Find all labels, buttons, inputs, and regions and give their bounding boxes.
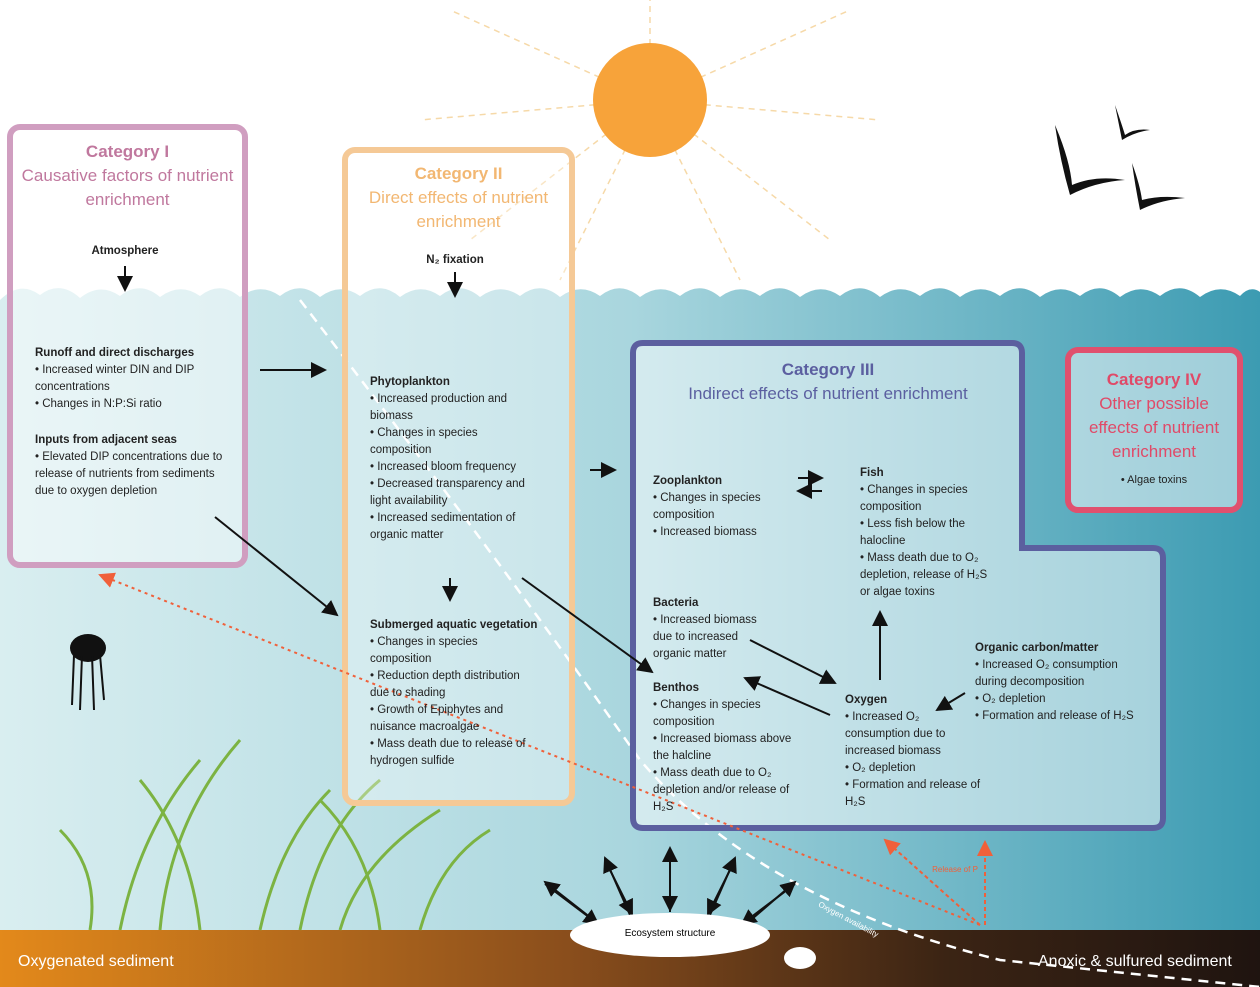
node-item: • Changes in species composition — [370, 425, 535, 459]
node-heading: Benthos — [653, 680, 795, 697]
node-item: • Mass death due to release of hydrogen … — [370, 736, 542, 770]
node-heading: Zooplankton — [653, 473, 783, 490]
node-heading: Submerged aquatic vegetation — [370, 617, 542, 634]
node: Organic carbon/matter• Increased O₂ cons… — [975, 640, 1150, 725]
anoxic-label: Anoxic & sulfured sediment — [1038, 953, 1232, 971]
node-item: • Formation and release of H₂S — [845, 777, 983, 811]
node-item: • Increased bloom frequency — [370, 459, 535, 476]
category-subtitle: Causative factors of nutrient enrichment — [20, 164, 235, 212]
node-item: • Less fish below the halocline — [860, 516, 988, 550]
category-subtitle: Direct effects of nutrient enrichment — [355, 186, 562, 234]
diagram: Category ICausative factors of nutrient … — [0, 0, 1260, 987]
node-heading: Organic carbon/matter — [975, 640, 1150, 657]
node-item: • Elevated DIP concentrations due to rel… — [35, 449, 230, 500]
node-item: • Increased sedimentation of organic mat… — [370, 510, 535, 544]
node-item: • Increased O₂ consumption during decomp… — [975, 657, 1150, 691]
node: Bacteria• Increased biomass due to incre… — [653, 595, 771, 663]
node-item: • Increased biomass above the halcline — [653, 731, 795, 765]
node-item: • Changes in species composition — [860, 482, 988, 516]
node-item: • Increased winter DIN and DIP concentra… — [35, 362, 235, 396]
node: Submerged aquatic vegetation• Changes in… — [370, 617, 542, 770]
node-item: • Increased O₂ consumption due to increa… — [845, 709, 983, 760]
node: Inputs from adjacent seas• Elevated DIP … — [35, 432, 230, 500]
node-heading: Inputs from adjacent seas — [35, 432, 230, 449]
node: Zooplankton• Changes in species composit… — [653, 473, 783, 541]
category-title: Category IV — [1078, 368, 1230, 392]
category-subtitle: Indirect effects of nutrient enrichment — [643, 382, 1013, 406]
node-item: • Increased biomass due to increased org… — [653, 612, 771, 663]
node-item: • Mass death due to O₂ depletion, releas… — [860, 550, 988, 601]
node: Oxygen• Increased O₂ consumption due to … — [845, 692, 983, 811]
node: Runoff and direct discharges• Increased … — [35, 345, 235, 413]
node-item: • Increased production and biomass — [370, 391, 535, 425]
birds — [1055, 105, 1185, 210]
node: Atmosphere — [70, 243, 180, 260]
sun-disc — [593, 43, 707, 157]
ecosystem-label: Ecosystem structure — [600, 928, 740, 939]
category-title: Category II — [355, 162, 562, 186]
node-item: • Increased biomass — [653, 524, 783, 541]
node-item: • O₂ depletion — [845, 760, 983, 777]
node-item: • Changes in N:P:Si ratio — [35, 396, 235, 413]
oxygenated-label: Oxygenated sediment — [18, 953, 174, 971]
release-label: Release of P — [930, 865, 980, 874]
category-title: Category I — [20, 140, 235, 164]
node-heading: Atmosphere — [70, 243, 180, 260]
category-item: • Algae toxins — [1078, 472, 1230, 489]
category-title: Category III — [643, 358, 1013, 382]
node-heading: Phytoplankton — [370, 374, 535, 391]
node-item: • Changes in species composition — [370, 634, 542, 668]
node-heading: Bacteria — [653, 595, 771, 612]
node: Fish• Changes in species composition• Le… — [860, 465, 988, 601]
node-heading: Runoff and direct discharges — [35, 345, 235, 362]
node-item: • Changes in species composition — [653, 490, 783, 524]
node: Phytoplankton• Increased production and … — [370, 374, 535, 544]
node-item: • O₂ depletion — [975, 691, 1150, 708]
crab — [784, 947, 816, 969]
node-heading: Fish — [860, 465, 988, 482]
node: Benthos• Changes in species composition•… — [653, 680, 795, 816]
node-item: • Changes in species composition — [653, 697, 795, 731]
node-item: • Decreased transparency and light avail… — [370, 476, 535, 510]
node-heading: N₂ fixation — [400, 252, 510, 269]
node: N₂ fixation — [400, 252, 510, 269]
node-item: • Reduction depth distribution due to sh… — [370, 668, 542, 702]
node-item: • Formation and release of H₂S — [975, 708, 1150, 725]
node-item: • Mass death due to O₂ depletion and/or … — [653, 765, 795, 816]
category-subtitle: Other possible effects of nutrient enric… — [1078, 392, 1230, 464]
node-item: • Growth of Epiphytes and nuisance macro… — [370, 702, 542, 736]
node-heading: Oxygen — [845, 692, 983, 709]
